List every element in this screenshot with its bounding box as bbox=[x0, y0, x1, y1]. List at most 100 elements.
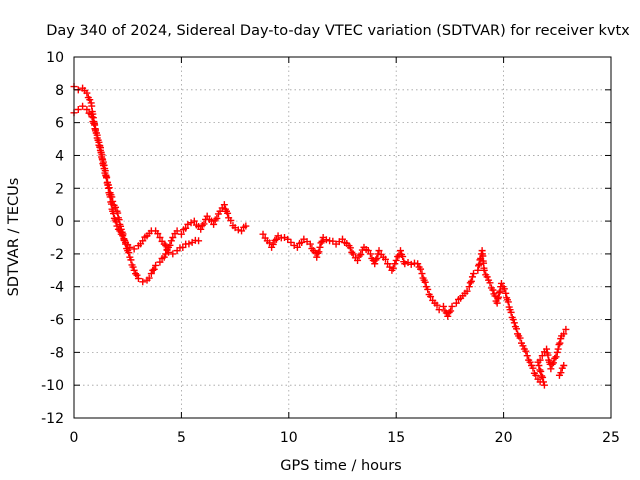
data-point bbox=[130, 266, 138, 274]
x-tick-label: 10 bbox=[280, 430, 298, 446]
data-point bbox=[145, 274, 153, 282]
data-point bbox=[417, 265, 425, 273]
data-point bbox=[88, 113, 96, 121]
data-point bbox=[529, 364, 537, 372]
data-point bbox=[468, 273, 476, 281]
y-tick-label: -8 bbox=[50, 345, 64, 361]
data-point bbox=[396, 247, 404, 255]
data-point bbox=[465, 283, 473, 291]
data-point bbox=[271, 236, 279, 244]
data-point bbox=[535, 361, 543, 369]
data-point bbox=[536, 356, 544, 364]
x-tick-label: 15 bbox=[387, 430, 405, 446]
data-point bbox=[154, 230, 162, 238]
data-point bbox=[287, 238, 295, 246]
y-tick-label: 4 bbox=[55, 148, 64, 164]
data-point bbox=[392, 256, 400, 264]
data-point bbox=[133, 271, 141, 279]
data-point bbox=[91, 121, 99, 129]
data-point bbox=[552, 353, 560, 361]
data-point bbox=[500, 285, 508, 293]
data-point bbox=[227, 216, 235, 224]
data-point bbox=[560, 361, 568, 369]
data-point bbox=[238, 227, 246, 235]
data-point bbox=[315, 248, 323, 256]
data-point bbox=[399, 253, 407, 261]
data-point bbox=[113, 222, 121, 230]
data-point bbox=[562, 325, 570, 333]
data-point bbox=[433, 301, 441, 309]
y-tick-label: -12 bbox=[41, 411, 64, 427]
data-point bbox=[539, 373, 547, 381]
data-point bbox=[130, 245, 138, 253]
data-point bbox=[502, 289, 510, 297]
data-point bbox=[480, 266, 488, 274]
data-point bbox=[316, 243, 324, 251]
data-point bbox=[495, 289, 503, 297]
data-point bbox=[313, 253, 321, 261]
data-point bbox=[357, 251, 365, 259]
data-point bbox=[96, 144, 104, 152]
data-point bbox=[83, 89, 91, 97]
series-primary-arc bbox=[70, 83, 250, 286]
data-point bbox=[211, 216, 219, 224]
x-tick-label: 25 bbox=[602, 430, 620, 446]
data-point bbox=[125, 249, 133, 257]
data-point bbox=[98, 151, 106, 159]
data-point bbox=[543, 345, 551, 353]
data-point bbox=[549, 359, 557, 367]
data-point bbox=[536, 366, 544, 374]
data-point bbox=[306, 240, 314, 248]
y-tick-label: -10 bbox=[41, 378, 64, 394]
data-point bbox=[198, 221, 206, 229]
data-point bbox=[318, 237, 326, 245]
data-point bbox=[556, 339, 564, 347]
data-point bbox=[354, 256, 362, 264]
y-tick-label: 6 bbox=[55, 116, 64, 132]
data-point bbox=[448, 302, 456, 310]
data-point bbox=[91, 125, 99, 133]
data-point bbox=[165, 248, 173, 256]
data-point bbox=[95, 138, 103, 146]
data-point bbox=[190, 217, 198, 225]
data-point bbox=[119, 232, 127, 240]
data-point bbox=[407, 260, 415, 268]
data-point bbox=[234, 226, 242, 234]
data-point bbox=[156, 258, 164, 266]
data-point bbox=[349, 250, 357, 258]
data-point bbox=[548, 360, 556, 368]
data-point bbox=[93, 131, 101, 139]
data-point bbox=[427, 293, 435, 301]
data-point bbox=[160, 240, 168, 248]
data-point bbox=[493, 299, 501, 307]
data-point bbox=[375, 247, 383, 255]
data-point bbox=[467, 277, 475, 285]
data-point bbox=[160, 253, 168, 261]
data-point bbox=[373, 254, 381, 262]
y-tick-label: 0 bbox=[55, 214, 64, 230]
data-point bbox=[519, 342, 527, 350]
data-point bbox=[483, 273, 491, 281]
data-point bbox=[139, 278, 147, 286]
data-point bbox=[195, 237, 203, 245]
data-point bbox=[476, 256, 484, 264]
y-tick-label: 10 bbox=[46, 50, 64, 66]
data-point bbox=[557, 369, 565, 377]
data-point bbox=[475, 260, 483, 268]
data-point bbox=[200, 220, 208, 228]
data-point bbox=[74, 106, 82, 114]
series-secondary-arc bbox=[70, 102, 203, 258]
data-point bbox=[540, 381, 548, 389]
series-late-segment bbox=[259, 230, 570, 389]
data-point bbox=[197, 225, 205, 233]
data-point bbox=[269, 240, 277, 248]
data-point bbox=[463, 287, 471, 295]
data-point bbox=[259, 230, 267, 238]
data-point bbox=[110, 210, 118, 218]
data-point bbox=[169, 250, 177, 258]
data-point bbox=[466, 279, 474, 287]
data-point bbox=[507, 308, 515, 316]
data-point bbox=[169, 234, 177, 241]
data-point bbox=[489, 286, 497, 294]
